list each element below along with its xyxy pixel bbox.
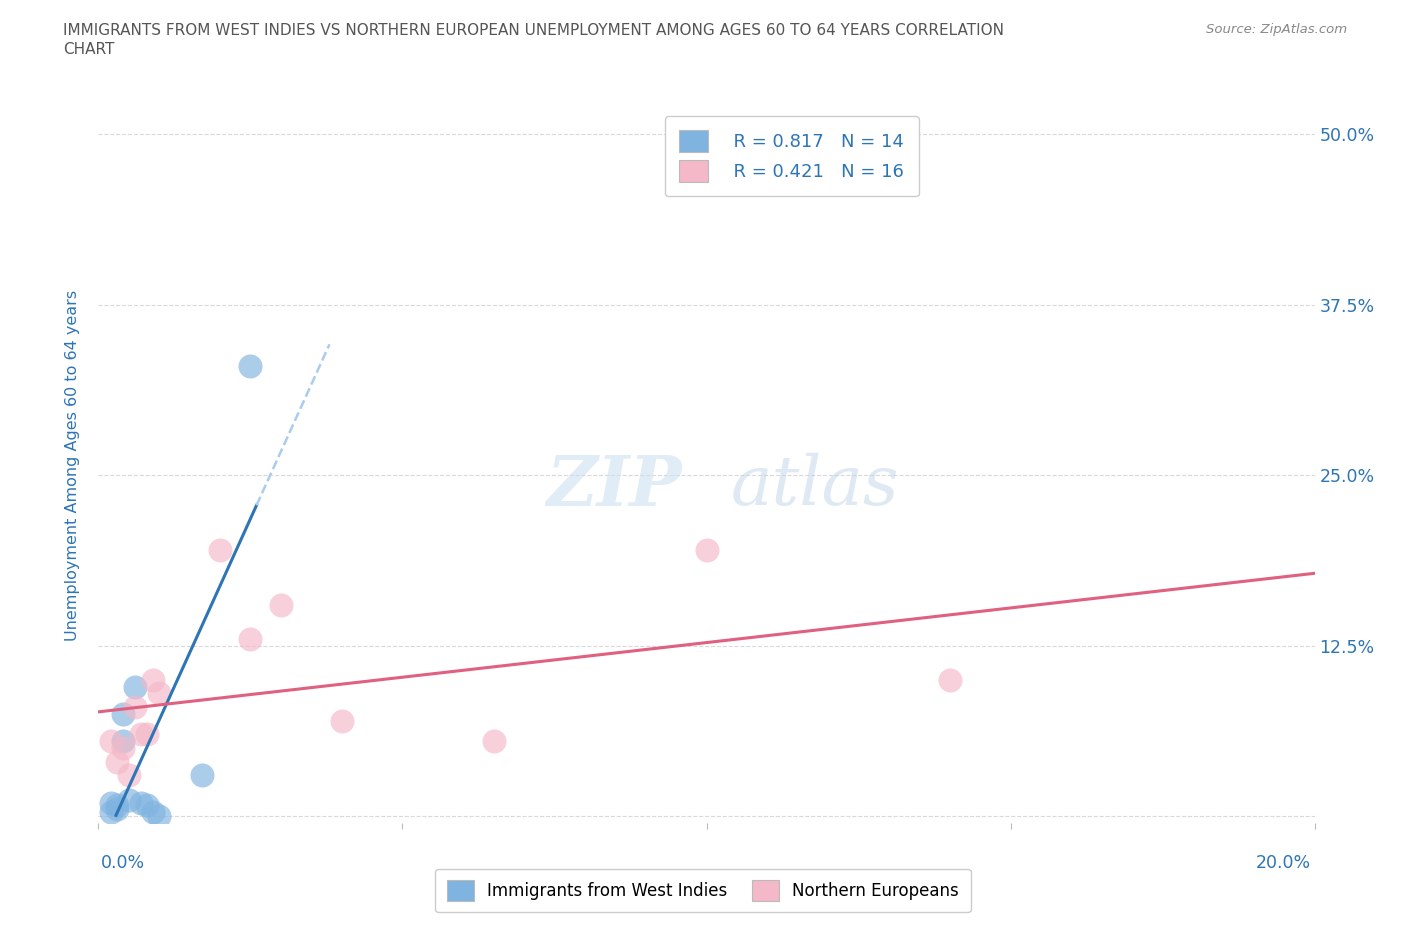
Text: 0.0%: 0.0% bbox=[101, 854, 145, 872]
Point bbox=[111, 707, 134, 722]
Point bbox=[118, 768, 141, 783]
Point bbox=[124, 679, 146, 694]
Point bbox=[136, 798, 159, 813]
Point bbox=[111, 740, 134, 755]
Text: ZIP: ZIP bbox=[547, 453, 682, 520]
Legend:   R = 0.817   N = 14,   R = 0.421   N = 16: R = 0.817 N = 14, R = 0.421 N = 16 bbox=[665, 116, 918, 196]
Point bbox=[148, 686, 170, 701]
Point bbox=[209, 543, 232, 558]
Point bbox=[100, 804, 122, 819]
Point bbox=[142, 804, 165, 819]
Text: CHART: CHART bbox=[63, 42, 115, 57]
Point bbox=[129, 795, 152, 810]
Point bbox=[100, 734, 122, 749]
Point bbox=[239, 631, 262, 646]
Point bbox=[105, 754, 128, 769]
Point bbox=[270, 597, 292, 612]
Point bbox=[100, 795, 122, 810]
Point bbox=[129, 727, 152, 742]
Point bbox=[105, 798, 128, 813]
Text: atlas: atlas bbox=[731, 453, 900, 520]
Text: Source: ZipAtlas.com: Source: ZipAtlas.com bbox=[1206, 23, 1347, 36]
Point bbox=[124, 699, 146, 714]
Point bbox=[136, 727, 159, 742]
Point bbox=[111, 734, 134, 749]
Point bbox=[239, 359, 262, 374]
Legend: Immigrants from West Indies, Northern Europeans: Immigrants from West Indies, Northern Eu… bbox=[436, 869, 970, 912]
Point bbox=[148, 809, 170, 824]
Point bbox=[330, 713, 353, 728]
Text: 20.0%: 20.0% bbox=[1256, 854, 1310, 872]
Point bbox=[142, 672, 165, 687]
Point bbox=[482, 734, 505, 749]
Text: IMMIGRANTS FROM WEST INDIES VS NORTHERN EUROPEAN UNEMPLOYMENT AMONG AGES 60 TO 6: IMMIGRANTS FROM WEST INDIES VS NORTHERN … bbox=[63, 23, 1004, 38]
Point bbox=[105, 802, 128, 817]
Point bbox=[696, 543, 718, 558]
Point bbox=[191, 768, 214, 783]
Point bbox=[118, 792, 141, 807]
Point bbox=[939, 672, 962, 687]
Y-axis label: Unemployment Among Ages 60 to 64 years: Unemployment Among Ages 60 to 64 years bbox=[65, 289, 80, 641]
